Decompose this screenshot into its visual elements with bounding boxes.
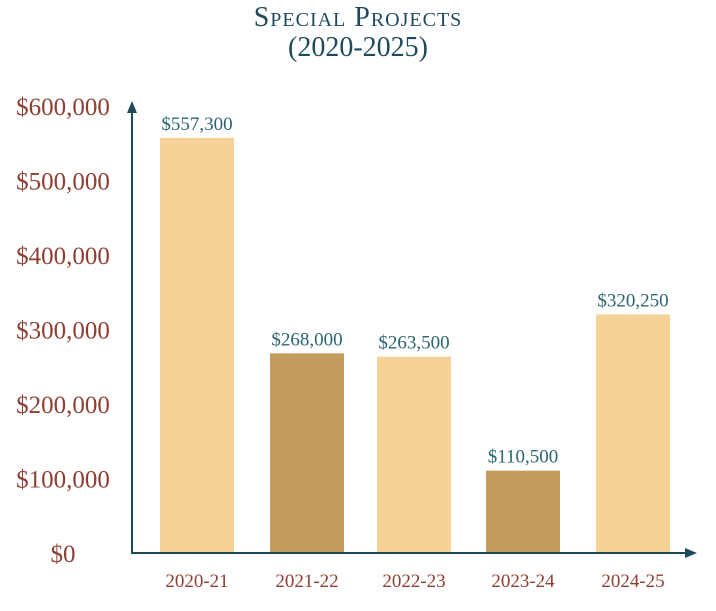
bar-2022-23	[377, 356, 451, 553]
data-label: $557,300	[161, 114, 232, 135]
x-tick-label: 2020-21	[165, 571, 228, 592]
x-axis-arrow-icon	[685, 548, 697, 558]
data-label: $268,000	[271, 329, 342, 350]
data-labels: $557,300 $268,000 $263,500 $110,500 $320,250	[161, 114, 668, 468]
x-tick-label: 2021-22	[275, 571, 338, 592]
x-tick-label: 2024-25	[601, 571, 664, 592]
y-tick-label: $600,000	[16, 94, 110, 121]
y-tick-label: $400,000	[16, 243, 110, 270]
y-tick-label: $500,000	[16, 169, 110, 196]
y-tick-label: $100,000	[16, 467, 110, 494]
y-tick-label: $200,000	[16, 392, 110, 419]
data-label: $320,250	[597, 290, 668, 311]
y-axis-arrow-icon	[127, 101, 137, 113]
x-tick-label: 2023-24	[491, 571, 555, 592]
x-tick-label: 2022-23	[382, 571, 445, 592]
y-axis-ticks: $0 $100,000 $200,000 $300,000 $400,000 $500,0…	[16, 94, 110, 568]
chart-title: Special Projects	[253, 2, 463, 33]
bar-2020-21	[160, 137, 234, 553]
bar-2023-24	[486, 470, 560, 553]
bar-2021-22	[270, 353, 344, 553]
bars	[160, 137, 670, 553]
bar-2024-25	[596, 314, 670, 553]
data-label: $263,500	[378, 333, 449, 354]
y-tick-label: $0	[51, 541, 76, 568]
data-label: $110,500	[488, 447, 559, 468]
chart-subtitle: (2020-2025)	[288, 32, 428, 63]
x-axis-ticks: 2020-21 2021-22 2022-23 2023-24 2024-25	[165, 571, 664, 592]
y-tick-label: $300,000	[16, 318, 110, 345]
